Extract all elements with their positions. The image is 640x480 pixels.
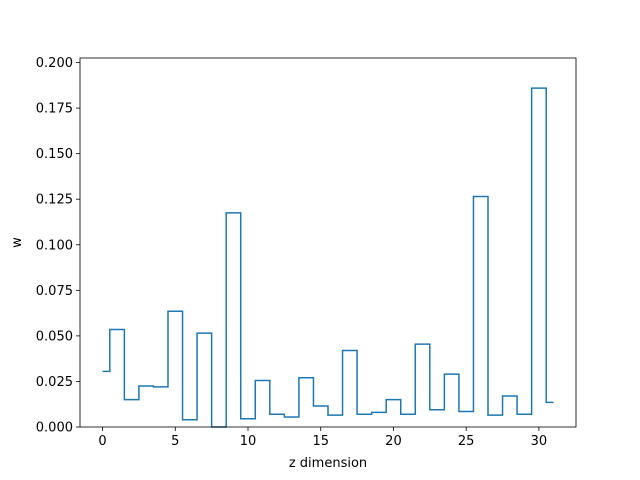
x-tick-label: 20: [385, 434, 402, 449]
series-line: [102, 87, 554, 428]
y-tick-label: 0.000: [36, 421, 73, 436]
y-tick-label: 0.175: [36, 102, 73, 117]
x-axis-label: z dimension: [289, 456, 367, 471]
x-tick-label: 25: [458, 434, 475, 449]
y-tick-label: 0.125: [36, 193, 73, 208]
y-tick-label: 0.100: [36, 238, 73, 253]
y-tick-label: 0.150: [36, 147, 73, 162]
y-axis-ticks: 0.000 0.025 0.050 0.075 0.100 0.125 0.150 0.175…: [36, 56, 80, 436]
x-axis-ticks: 0 5 10 15 20 25 30: [98, 427, 547, 449]
y-tick-label: 0.050: [36, 329, 73, 344]
x-tick-label: 0: [98, 434, 106, 449]
x-tick-label: 5: [171, 434, 179, 449]
y-tick-label: 0.025: [36, 375, 73, 390]
plot-area: [102, 87, 554, 428]
y-axis-label: w: [10, 237, 25, 248]
y-tick-label: 0.075: [36, 284, 73, 299]
axes-frame: [79, 57, 577, 428]
x-tick-label: 30: [531, 434, 548, 449]
y-tick-label: 0.200: [36, 56, 73, 71]
x-tick-label: 10: [240, 434, 257, 449]
x-tick-label: 15: [312, 434, 329, 449]
